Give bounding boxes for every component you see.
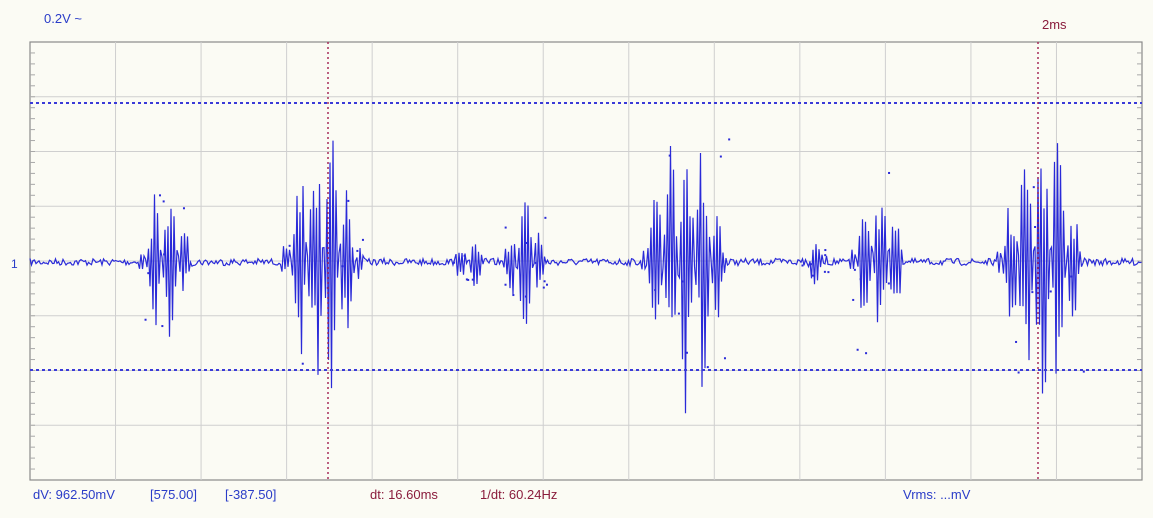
trace-dot: [888, 171, 891, 174]
trace-dot: [865, 352, 868, 355]
trace-dot: [654, 289, 657, 292]
trace-dot: [809, 263, 812, 266]
trace-dot: [504, 226, 507, 229]
time-per-div-label: 2ms: [1042, 17, 1067, 32]
trace-dot: [1017, 371, 1020, 374]
trace-dot: [801, 264, 804, 267]
trace-dot: [465, 278, 468, 281]
trace-dot: [542, 286, 545, 289]
trace-dot: [811, 274, 814, 277]
trace-dot: [288, 244, 291, 247]
trace-dot: [856, 348, 859, 351]
trace-dot: [859, 278, 862, 281]
trace-dot: [1082, 370, 1085, 373]
trace-dot: [824, 249, 827, 252]
trace-dot: [852, 298, 855, 301]
trace-dot: [543, 280, 546, 283]
trace-dot: [668, 154, 671, 157]
trace-dot: [162, 200, 165, 203]
trace-dot: [504, 283, 507, 286]
dv-upper-readout: [575.00]: [150, 487, 197, 502]
trace-dot: [144, 318, 147, 321]
trace-line: [29, 140, 1142, 414]
trace-dot: [853, 268, 856, 271]
channel-1-marker: 1: [11, 257, 18, 271]
trace-dot: [1031, 291, 1034, 294]
trace-dot: [824, 254, 827, 257]
inv-dt-readout: 1/dt: 60.24Hz: [480, 487, 558, 502]
dv-readout: dV: 962.50mV: [33, 487, 115, 502]
trace-dot: [356, 249, 359, 252]
trace-dot: [545, 283, 548, 286]
trace-dot: [728, 138, 731, 141]
trace-dot: [723, 357, 726, 360]
trace-dot: [1032, 186, 1035, 189]
trace-dot: [347, 199, 350, 202]
trace-dot: [361, 238, 364, 241]
trace-dot: [524, 241, 527, 244]
trace-dot: [453, 261, 456, 264]
trace-dot: [1049, 290, 1052, 293]
trace-dot: [341, 265, 344, 268]
trace-dot: [1070, 275, 1073, 278]
trace-dot: [147, 272, 150, 275]
trace-dot: [1034, 225, 1037, 228]
trace-dot: [163, 253, 166, 256]
trace-dot: [706, 366, 709, 369]
graticule: [30, 42, 1142, 480]
trace-dot: [887, 282, 890, 285]
trace-dot: [534, 261, 537, 264]
trace-dot: [544, 216, 547, 219]
trace-dot: [161, 325, 164, 328]
dt-readout: dt: 16.60ms: [370, 487, 438, 502]
trace-dot: [827, 271, 830, 274]
dv-lower-readout: [-387.50]: [225, 487, 277, 502]
trace-dot: [301, 362, 304, 365]
trace-dot: [719, 155, 722, 158]
trace-dot: [463, 254, 466, 257]
vrms-readout: Vrms: ...mV: [903, 487, 971, 502]
volts-per-div-label: 0.2V ~: [44, 11, 82, 26]
trace-dot: [681, 280, 684, 283]
trace-dot: [512, 294, 515, 297]
trace-dot: [467, 278, 470, 281]
trace-dot: [524, 295, 527, 298]
trace-dot: [677, 312, 680, 315]
trace-dot: [1015, 340, 1018, 343]
trace-dot: [823, 270, 826, 273]
trace-dot: [159, 194, 162, 197]
trace-dot: [182, 207, 185, 210]
trace-dot: [685, 351, 688, 354]
trace-dot: [471, 278, 474, 281]
